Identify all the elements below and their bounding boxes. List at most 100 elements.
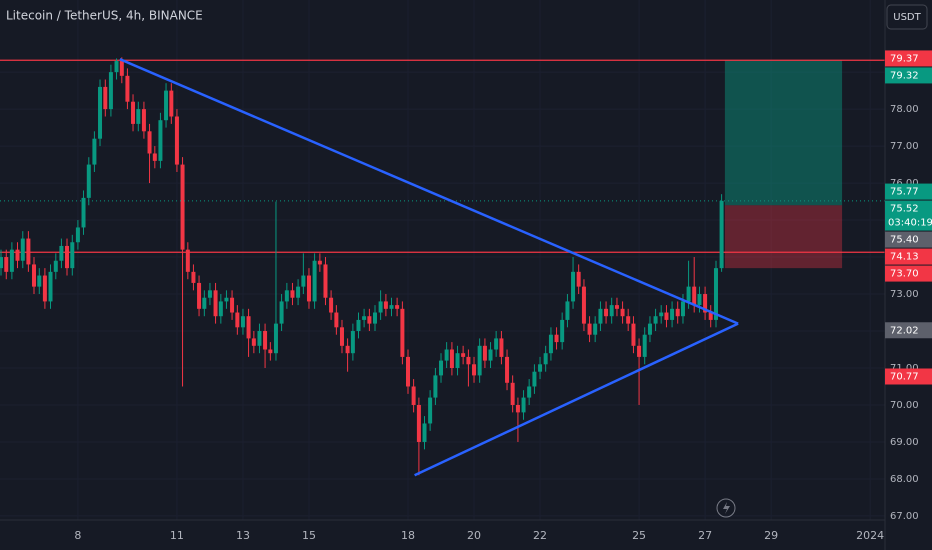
- candle-body: [659, 312, 664, 317]
- candle-body: [482, 345, 487, 361]
- candle-body: [548, 334, 553, 354]
- candle-body: [70, 242, 75, 269]
- candle-body: [279, 301, 284, 324]
- y-tick-label: 71.00: [890, 363, 919, 374]
- stop-zone: [724, 205, 843, 269]
- candle-body: [389, 305, 394, 309]
- candle-body: [515, 404, 520, 413]
- candle-body: [345, 345, 350, 354]
- candle-body: [466, 356, 471, 365]
- candle-body: [356, 319, 361, 332]
- candle-body: [449, 349, 454, 368]
- replay-icon[interactable]: [716, 498, 736, 518]
- candle-body: [692, 286, 697, 306]
- candle-body: [158, 120, 163, 161]
- price-tag: [885, 322, 932, 339]
- candle-body: [284, 290, 289, 302]
- candle-body: [213, 290, 218, 317]
- candle-body: [125, 75, 130, 102]
- candle-body: [664, 312, 669, 320]
- candle-body: [472, 364, 477, 376]
- x-tick-label: 29: [764, 529, 778, 542]
- candle-body: [75, 227, 80, 243]
- candle-body: [708, 312, 713, 320]
- price-tag-label: 74.13: [890, 252, 919, 263]
- candle-body: [339, 327, 344, 346]
- y-tick-label: 77.00: [890, 141, 919, 152]
- candle-body: [334, 312, 339, 328]
- replay-bolt: [723, 502, 730, 514]
- candle-body: [378, 301, 383, 313]
- candle-body: [680, 301, 685, 317]
- chart-title: Litecoin / TetherUS, 4h, BINANCE: [6, 9, 203, 23]
- y-tick-label: 70.00: [890, 400, 919, 411]
- candle-body: [141, 109, 146, 132]
- candle-body: [290, 290, 295, 298]
- candle-body: [455, 353, 460, 368]
- x-tick-label: 25: [632, 529, 646, 542]
- candle-body: [560, 319, 565, 343]
- price-tag: [885, 231, 932, 248]
- candle-body: [98, 86, 103, 139]
- candle-body: [197, 282, 202, 309]
- candle-body: [65, 245, 70, 269]
- candle-body: [268, 349, 273, 354]
- candle-body: [422, 423, 427, 442]
- candle-body: [488, 349, 493, 361]
- x-tick-label: 18: [401, 529, 415, 542]
- currency-button[interactable]: [886, 4, 928, 30]
- candle-body: [428, 397, 433, 424]
- x-tick-label: 22: [533, 529, 547, 542]
- candle-body: [510, 382, 515, 405]
- candle-body: [131, 101, 136, 124]
- price-tag: [885, 200, 932, 231]
- price-tag-label: 72.02: [890, 325, 919, 336]
- candle-body: [362, 316, 367, 320]
- x-tick-label: 8: [74, 529, 81, 542]
- candle-body: [626, 316, 631, 324]
- candle-body: [406, 356, 411, 387]
- trend-line: [119, 58, 739, 325]
- candle-body: [9, 249, 14, 272]
- candle-body: [147, 131, 152, 154]
- candle-body: [273, 323, 278, 354]
- candle-body: [312, 260, 317, 302]
- price-tag-label: 75.77: [890, 187, 919, 198]
- candle-body: [416, 404, 421, 442]
- candle-body: [218, 301, 223, 317]
- candle-body: [521, 397, 526, 413]
- candle-body: [4, 257, 9, 272]
- candle-body: [32, 264, 37, 287]
- candle-body: [350, 331, 355, 354]
- candle-body: [686, 286, 691, 302]
- candle-body: [477, 345, 482, 376]
- candle-body: [26, 238, 31, 265]
- candle-body: [108, 72, 113, 110]
- y-tick-label: 78.00: [890, 104, 919, 115]
- trend-line: [414, 322, 739, 477]
- candle-body: [400, 308, 405, 357]
- candle-body: [15, 249, 20, 261]
- candle-body: [86, 164, 91, 198]
- candle-body: [48, 271, 53, 302]
- candle-body: [670, 308, 675, 320]
- candle-body: [576, 271, 581, 287]
- candle-body: [433, 375, 438, 398]
- candle-body: [593, 323, 598, 335]
- candle-body: [152, 153, 157, 161]
- candle-body: [114, 61, 119, 73]
- candle-body: [180, 164, 185, 250]
- y-tick-label: 68.00: [890, 474, 919, 485]
- candle-body: [92, 138, 97, 165]
- candle-body: [499, 338, 504, 357]
- candle-body: [174, 116, 179, 165]
- grid: [0, 0, 885, 520]
- candle-body: [207, 290, 212, 298]
- candle-body: [494, 338, 499, 350]
- currency-label[interactable]: USDT: [893, 12, 921, 23]
- candle-body: [235, 312, 240, 328]
- candle-body: [329, 297, 334, 313]
- candle-body: [191, 271, 196, 283]
- candle-body: [604, 308, 609, 317]
